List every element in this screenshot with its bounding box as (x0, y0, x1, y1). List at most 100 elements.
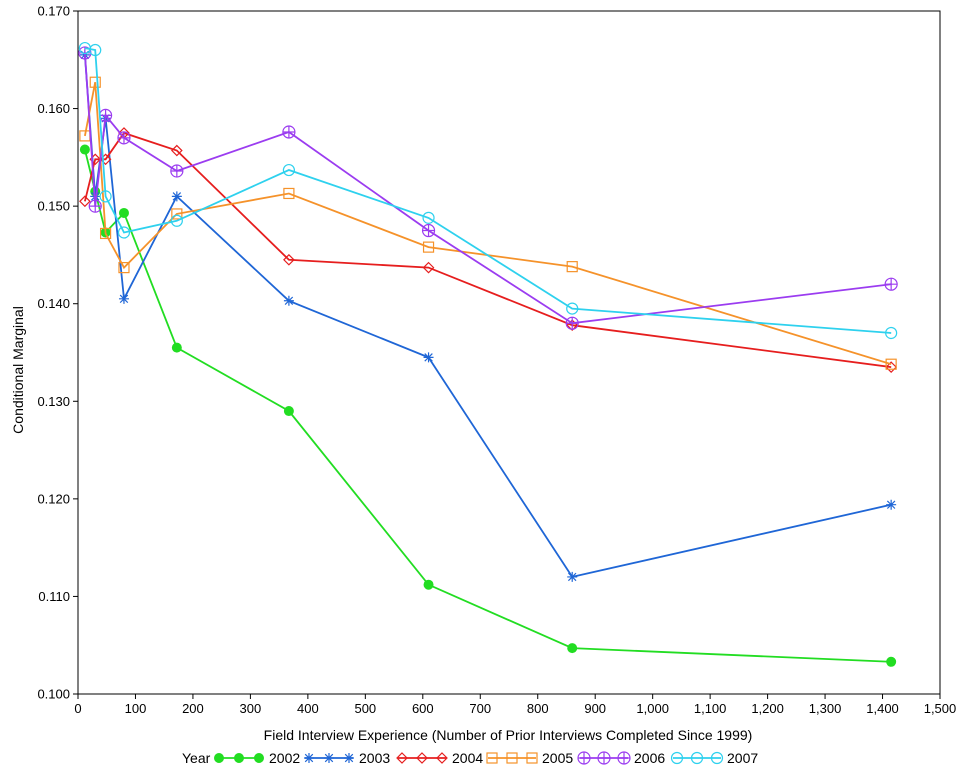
legend-label-2005: 2005 (542, 750, 573, 766)
legend-marker-2004 (416, 752, 428, 764)
legend-item-2007: 2007 (670, 750, 758, 766)
data-point-2005 (171, 208, 183, 220)
data-point-2003 (567, 571, 578, 582)
data-point-2007 (885, 326, 898, 340)
data-point-2005 (422, 241, 435, 253)
data-point-2002 (567, 643, 578, 654)
x-tick-label: 1,100 (694, 701, 727, 716)
x-tick-label: 500 (354, 701, 376, 716)
x-axis-title: Field Interview Experience (Number of Pr… (264, 727, 753, 743)
data-point-2003 (283, 295, 294, 306)
legend-item-2006: 2006 (577, 750, 665, 766)
legend-marker-2002 (234, 753, 244, 763)
x-axis: 0 100 200 300 400 500 600 700 800 900 1,000 1,100 1,… (74, 694, 956, 716)
legend-marker-2003 (344, 753, 354, 763)
y-tick-label: 0.140 (37, 296, 70, 311)
data-point-2003 (886, 499, 897, 510)
data-point-2006 (884, 277, 898, 291)
plot-area (77, 10, 941, 695)
x-tick-label: 1,400 (866, 701, 899, 716)
legend-marker-2003 (304, 753, 314, 763)
data-point-2006 (98, 108, 113, 123)
data-point-2002 (283, 406, 294, 417)
data-point-2003 (118, 293, 129, 304)
series-2005 (79, 76, 897, 370)
series-line-2007 (84, 47, 892, 334)
data-point-2003 (423, 352, 434, 363)
legend-item-2003: 2003 (304, 750, 390, 766)
y-axis-title: Conditional Marginal (10, 306, 26, 434)
x-tick-label: 100 (125, 701, 147, 716)
data-point-2004 (422, 261, 435, 274)
x-tick-label: 800 (527, 701, 549, 716)
series-2002 (79, 144, 897, 667)
legend-marker-2006 (577, 751, 591, 765)
data-point-2007 (89, 43, 102, 57)
x-tick-label: 200 (182, 701, 204, 716)
legend-title: Year (182, 750, 211, 766)
legend-marker-2005 (526, 752, 538, 764)
legend: Year 2002 2003 2004 2005 2006 2007 (182, 750, 758, 766)
legend-marker-2004 (436, 752, 448, 764)
data-point-2004 (79, 195, 91, 208)
legend-marker-2006 (617, 751, 631, 765)
data-point-2005 (89, 76, 101, 88)
data-point-2007 (282, 163, 296, 177)
data-point-2002 (118, 207, 129, 218)
x-tick-label: 900 (584, 701, 606, 716)
data-point-2006 (88, 199, 102, 213)
x-tick-label: 0 (74, 701, 81, 716)
legend-marker-2002 (254, 753, 264, 763)
y-axis: 0.100 0.110 0.120 0.130 0.140 0.150 0.160 0.170 (37, 4, 78, 702)
data-point-2005 (566, 261, 578, 273)
legend-label-2002: 2002 (269, 750, 300, 766)
legend-marker-2003 (324, 753, 334, 763)
data-point-2007 (99, 190, 112, 203)
y-tick-label: 0.170 (37, 4, 70, 19)
legend-marker-2007 (690, 751, 704, 765)
series-layer (78, 41, 898, 667)
legend-label-2007: 2007 (727, 750, 758, 766)
data-point-2002 (886, 656, 897, 667)
data-point-2004 (885, 361, 898, 373)
data-point-2005 (885, 358, 897, 370)
data-point-2006 (421, 223, 436, 238)
data-point-2006 (170, 164, 184, 178)
y-tick-label: 0.130 (37, 394, 70, 409)
series-line-2004 (84, 131, 892, 368)
data-point-2007 (566, 302, 579, 315)
y-tick-label: 0.120 (37, 491, 70, 506)
data-point-2006 (565, 316, 579, 330)
series-2004 (79, 127, 898, 373)
data-point-2005 (99, 227, 112, 240)
x-tick-label: 1,300 (809, 701, 842, 716)
legend-marker-2002 (214, 753, 224, 763)
legend-item-2002: 2002 (214, 750, 300, 766)
x-tick-label: 1,500 (924, 701, 957, 716)
plot-frame (77, 10, 941, 695)
series-2003 (79, 49, 897, 582)
legend-item-2004: 2004 (396, 750, 483, 766)
y-tick-label: 0.100 (37, 687, 70, 702)
series-2007 (78, 41, 898, 340)
x-tick-label: 300 (240, 701, 262, 716)
legend-marker-2006 (597, 751, 611, 765)
series-line-2006 (84, 52, 892, 325)
x-tick-label: 400 (297, 701, 319, 716)
legend-label-2003: 2003 (359, 750, 390, 766)
data-point-2004 (170, 144, 183, 157)
legend-marker-2007 (710, 751, 724, 765)
data-point-2004 (283, 253, 295, 266)
x-tick-label: 1,000 (636, 701, 669, 716)
data-point-2002 (423, 579, 434, 590)
data-point-2003 (171, 191, 182, 202)
data-point-2005 (118, 262, 130, 274)
legend-marker-2007 (670, 751, 684, 765)
x-tick-label: 1,200 (751, 701, 784, 716)
y-tick-label: 0.160 (37, 101, 70, 116)
series-2006 (78, 46, 898, 330)
data-point-2005 (283, 187, 295, 200)
series-line-2005 (84, 82, 892, 366)
x-tick-label: 600 (412, 701, 434, 716)
